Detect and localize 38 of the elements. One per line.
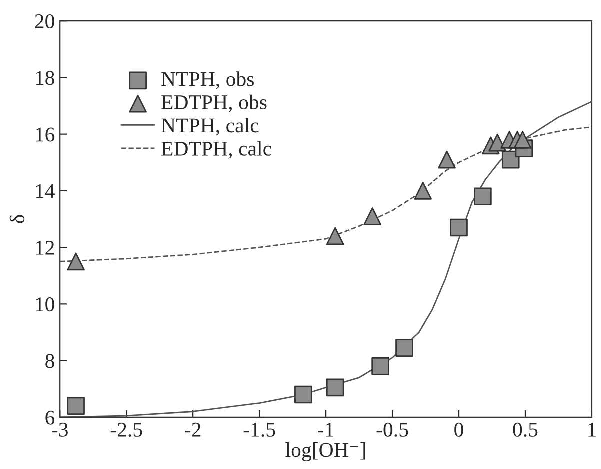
point <box>438 150 456 169</box>
y-tick-label: 12 <box>36 241 54 255</box>
legend-label: NTPH, obs <box>162 72 254 90</box>
x-tick-label: -3 <box>52 422 68 437</box>
point <box>372 358 390 376</box>
point <box>294 386 312 404</box>
x-tick-label: -1 <box>318 422 334 437</box>
point <box>514 131 532 149</box>
x-tick-label: 0.5 <box>513 422 538 438</box>
point <box>364 208 382 226</box>
y-tick-label: 6 <box>46 410 55 425</box>
x-tick-label: 1 <box>588 422 596 437</box>
point <box>326 378 344 397</box>
legend-label: EDTPH, obs <box>162 94 267 113</box>
point <box>474 188 492 206</box>
legend-label: EDTPH, calc <box>162 141 272 159</box>
y-tick-label: 20 <box>35 14 54 29</box>
point <box>326 227 344 246</box>
x-tick-label: 0 <box>454 422 464 437</box>
point <box>450 218 468 237</box>
legend-label: NTPH, calc <box>162 118 259 136</box>
x-axis-title: log[OH⁻] <box>286 442 366 462</box>
point <box>396 339 414 357</box>
point <box>67 252 85 271</box>
y-axis-title: δ <box>10 215 25 224</box>
x-tick-label: -2 <box>185 422 201 437</box>
y-tick-label: 18 <box>36 71 54 86</box>
y-tick-label: 14 <box>36 184 55 198</box>
point <box>67 397 85 415</box>
point <box>414 182 432 200</box>
y-tick-label: 10 <box>36 298 54 312</box>
point <box>502 150 520 169</box>
x-tick-label: -1.5 <box>244 422 276 438</box>
y-tick-label: 8 <box>46 354 54 368</box>
x-tick-label: -2.5 <box>110 422 142 438</box>
y-tick-label: 16 <box>36 128 55 142</box>
x-tick-label: -0.5 <box>376 422 408 438</box>
point <box>488 134 506 152</box>
